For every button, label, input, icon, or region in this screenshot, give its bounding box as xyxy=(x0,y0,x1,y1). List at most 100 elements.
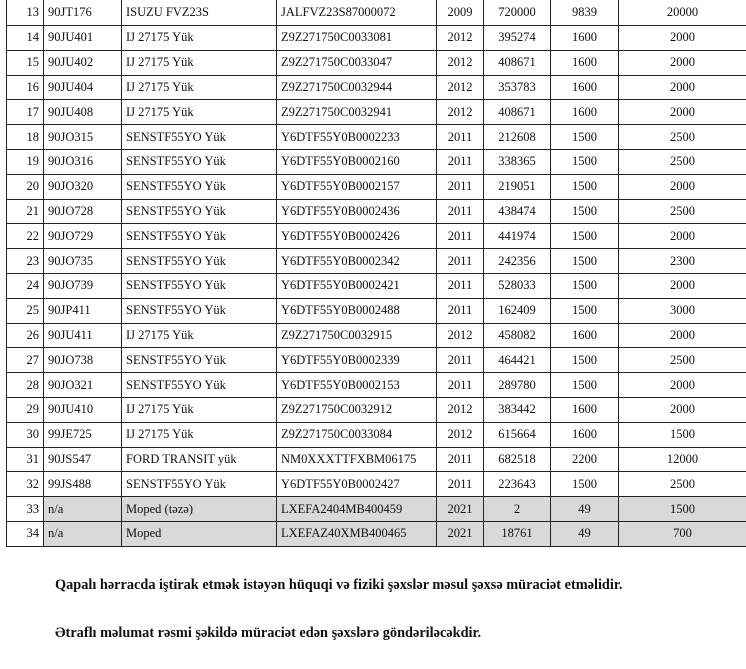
year-cell: 2011 xyxy=(436,173,484,200)
vin-cell: Y6DTF55Y0B0002157 xyxy=(276,173,437,200)
engine-cell: 1600 xyxy=(550,49,619,76)
vin-cell: Y6DTF55Y0B0002426 xyxy=(276,223,437,250)
vin-cell: Z9Z271750C0033084 xyxy=(276,421,437,448)
model-cell: Moped xyxy=(121,520,277,547)
engine-cell: 1600 xyxy=(550,396,619,423)
plate-number-cell: 99JS488 xyxy=(43,471,122,498)
year-cell: 2021 xyxy=(436,496,484,522)
vin-cell: Z9Z271750C0033047 xyxy=(276,49,437,76)
row-number-cell: 21 xyxy=(6,198,44,225)
table-row: 18 90JO315 SENSTF55YO Yük Y6DTF55Y0B0002233… xyxy=(6,124,746,150)
row-number-cell: 13 xyxy=(6,0,44,26)
row-number-cell: 26 xyxy=(6,322,44,349)
vin-cell: Y6DTF55Y0B0002160 xyxy=(276,148,437,175)
price-cell: 2500 xyxy=(618,471,746,498)
engine-cell: 1600 xyxy=(550,25,619,51)
table-row: 13 90JT176 ISUZU FVZ23S JALFVZ23S87000072 20… xyxy=(6,0,746,26)
table-row: 16 90JU404 IJ 27175 Yük Z9Z271750C0032944 20… xyxy=(6,74,746,101)
price-cell: 700 xyxy=(618,520,746,547)
mileage-cell: 615664 xyxy=(483,421,551,448)
year-cell: 2011 xyxy=(436,297,484,324)
table-row: 29 90JU410 IJ 27175 Yük Z9Z271750C0032912 20… xyxy=(6,396,746,423)
year-cell: 2011 xyxy=(436,446,484,473)
model-cell: ISUZU FVZ23S xyxy=(121,0,277,26)
price-cell: 12000 xyxy=(618,446,746,473)
mileage-cell: 338365 xyxy=(483,148,551,175)
engine-cell: 49 xyxy=(550,520,619,547)
model-cell: SENSTF55YO Yük xyxy=(121,347,277,374)
vin-cell: Y6DTF55Y0B0002233 xyxy=(276,124,437,150)
year-cell: 2012 xyxy=(436,396,484,423)
engine-cell: 1600 xyxy=(550,99,619,126)
row-number-cell: 29 xyxy=(6,396,44,423)
row-number-cell: 32 xyxy=(6,471,44,498)
row-number-cell: 31 xyxy=(6,446,44,473)
mileage-cell: 438474 xyxy=(483,198,551,225)
price-cell: 2000 xyxy=(618,173,746,200)
table-row: 22 90JO729 SENSTF55YO Yük Y6DTF55Y0B0002426… xyxy=(6,223,746,250)
model-cell: SENSTF55YO Yük xyxy=(121,223,277,250)
engine-cell: 1600 xyxy=(550,74,619,101)
plate-number-cell: 99JE725 xyxy=(43,421,122,448)
year-cell: 2011 xyxy=(436,372,484,398)
year-cell: 2012 xyxy=(436,49,484,76)
price-cell: 1500 xyxy=(618,496,746,522)
mileage-cell: 2 xyxy=(483,496,551,522)
vin-cell: Y6DTF55Y0B0002488 xyxy=(276,297,437,324)
row-number-cell: 16 xyxy=(6,74,44,101)
model-cell: IJ 27175 Yük xyxy=(121,49,277,76)
engine-cell: 1500 xyxy=(550,173,619,200)
vin-cell: Z9Z271750C0033081 xyxy=(276,25,437,51)
price-cell: 2500 xyxy=(618,124,746,150)
plate-number-cell: 90JU401 xyxy=(43,25,122,51)
year-cell: 2012 xyxy=(436,99,484,126)
year-cell: 2012 xyxy=(436,322,484,349)
plate-number-cell: 90JO729 xyxy=(43,223,122,250)
engine-cell: 1500 xyxy=(550,372,619,398)
vin-cell: Z9Z271750C0032912 xyxy=(276,396,437,423)
plate-number-cell: 90JO315 xyxy=(43,124,122,150)
model-cell: SENSTF55YO Yük xyxy=(121,248,277,274)
engine-cell: 1600 xyxy=(550,322,619,349)
row-number-cell: 33 xyxy=(6,496,44,522)
participation-note: Qapalı hərracda iştirak etmək istəyən hü… xyxy=(55,577,623,593)
vin-cell: Y6DTF55Y0B0002436 xyxy=(276,198,437,225)
model-cell: IJ 27175 Yük xyxy=(121,25,277,51)
mileage-cell: 353783 xyxy=(483,74,551,101)
price-cell: 2500 xyxy=(618,198,746,225)
table-row: 24 90JO739 SENSTF55YO Yük Y6DTF55Y0B0002421… xyxy=(6,272,746,299)
year-cell: 2021 xyxy=(436,520,484,547)
vin-cell: Z9Z271750C0032915 xyxy=(276,322,437,349)
engine-cell: 49 xyxy=(550,496,619,522)
vin-cell: LXEFA2404MB400459 xyxy=(276,496,437,522)
model-cell: IJ 27175 Yük xyxy=(121,322,277,349)
plate-number-cell: 90JO728 xyxy=(43,198,122,225)
row-number-cell: 30 xyxy=(6,421,44,448)
table-row: 20 90JO320 SENSTF55YO Yük Y6DTF55Y0B0002157… xyxy=(6,173,746,200)
year-cell: 2011 xyxy=(436,198,484,225)
mileage-cell: 289780 xyxy=(483,372,551,398)
price-cell: 2000 xyxy=(618,272,746,299)
vin-cell: Y6DTF55Y0B0002342 xyxy=(276,248,437,274)
mileage-cell: 720000 xyxy=(483,0,551,26)
engine-cell: 1500 xyxy=(550,272,619,299)
year-cell: 2011 xyxy=(436,124,484,150)
engine-cell: 1500 xyxy=(550,471,619,498)
price-cell: 2000 xyxy=(618,322,746,349)
vin-cell: Y6DTF55Y0B0002339 xyxy=(276,347,437,374)
vin-cell: Y6DTF55Y0B0002153 xyxy=(276,372,437,398)
mileage-cell: 223643 xyxy=(483,471,551,498)
row-number-cell: 22 xyxy=(6,223,44,250)
plate-number-cell: n/a xyxy=(43,496,122,522)
price-cell: 2000 xyxy=(618,99,746,126)
table-row: 30 99JE725 IJ 27175 Yük Z9Z271750C0033084 20… xyxy=(6,421,746,448)
vehicle-table: 13 90JT176 ISUZU FVZ23S JALFVZ23S87000072 20… xyxy=(6,0,746,547)
model-cell: SENSTF55YO Yük xyxy=(121,471,277,498)
year-cell: 2011 xyxy=(436,347,484,374)
mileage-cell: 219051 xyxy=(483,173,551,200)
table-row: 25 90JP411 SENSTF55YO Yük Y6DTF55Y0B0002488… xyxy=(6,297,746,324)
year-cell: 2011 xyxy=(436,223,484,250)
table-row: 14 90JU401 IJ 27175 Yük Z9Z271750C0033081 20… xyxy=(6,25,746,51)
model-cell: SENSTF55YO Yük xyxy=(121,198,277,225)
plate-number-cell: 90JO738 xyxy=(43,347,122,374)
